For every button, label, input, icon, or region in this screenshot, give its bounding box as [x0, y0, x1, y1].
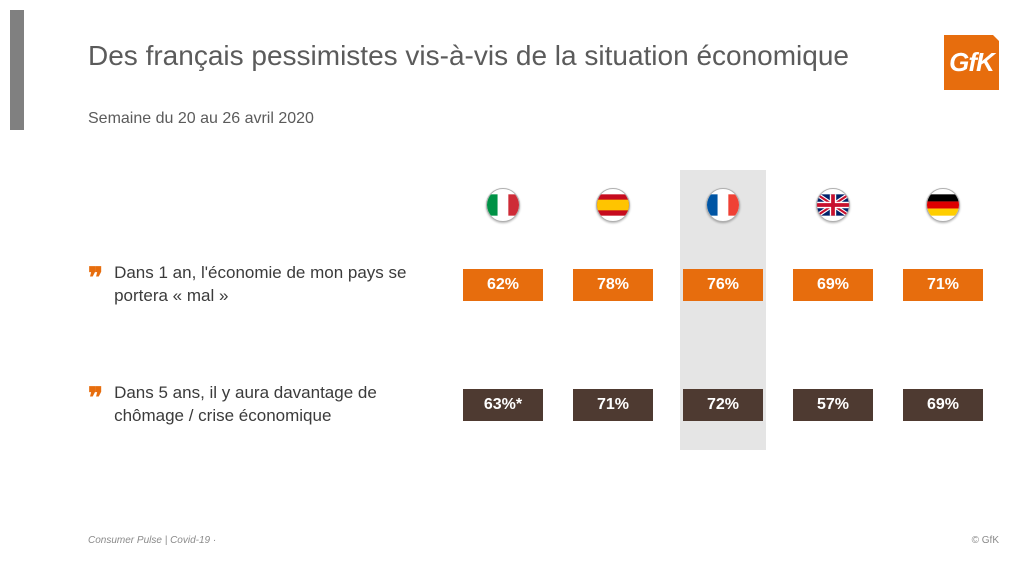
row-1-val-germany: 71%: [903, 269, 983, 301]
quote-icon: ❞: [88, 264, 100, 292]
row-1-val-uk: 69%: [793, 269, 873, 301]
data-row-1: ❞ Dans 1 an, l'économie de mon pays se p…: [88, 240, 998, 330]
row-2-val-germany: 69%: [903, 389, 983, 421]
row-1-val-france: 76%: [683, 269, 763, 301]
row-2-val-france: 72%: [683, 389, 763, 421]
footer-copyright: © GfK: [972, 535, 999, 546]
accent-bar: [10, 10, 24, 130]
brand-logo: GfK: [944, 35, 999, 90]
data-grid: ❞ Dans 1 an, l'économie de mon pays se p…: [88, 170, 998, 450]
flag-uk-icon: [816, 188, 850, 222]
flag-italy-icon: [486, 188, 520, 222]
brand-logo-text: GfK: [949, 47, 994, 78]
flag-germany-icon: [926, 188, 960, 222]
page-subtitle: Semaine du 20 au 26 avril 2020: [88, 110, 314, 128]
flags-row: [88, 170, 998, 240]
flag-spain-icon: [596, 188, 630, 222]
row-1-val-spain: 78%: [573, 269, 653, 301]
data-row-2: ❞ Dans 5 ans, il y aura davantage de chô…: [88, 360, 998, 450]
row-1-val-italy: 62%: [463, 269, 543, 301]
row-2-val-spain: 71%: [573, 389, 653, 421]
row-2-label: Dans 5 ans, il y aura davantage de chôma…: [114, 382, 448, 428]
row-2-val-uk: 57%: [793, 389, 873, 421]
quote-icon: ❞: [88, 384, 100, 412]
footer-source: Consumer Pulse | Covid-19 ·: [88, 535, 216, 546]
page-title: Des français pessimistes vis-à-vis de la…: [88, 40, 849, 72]
row-1-label: Dans 1 an, l'économie de mon pays se por…: [114, 262, 448, 308]
row-2-val-italy: 63%*: [463, 389, 543, 421]
flag-france-icon: [706, 188, 740, 222]
